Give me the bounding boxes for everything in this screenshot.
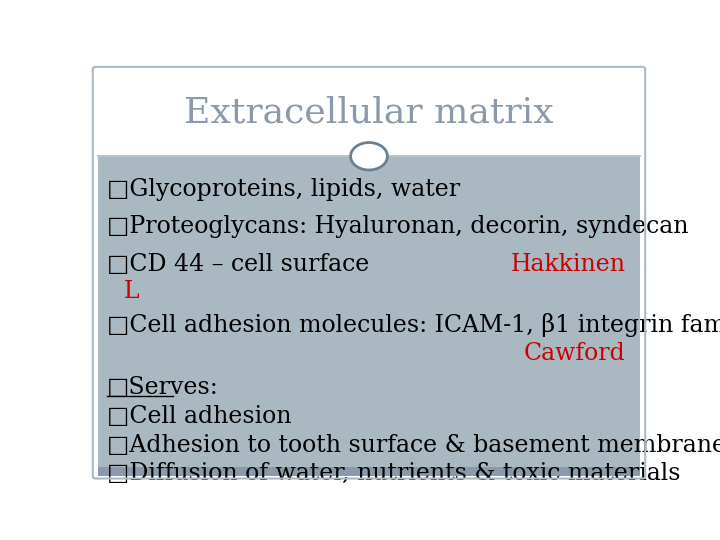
Text: □Adhesion to tooth surface & basement membrane: □Adhesion to tooth surface & basement me… <box>107 434 720 457</box>
Text: □Glycoproteins, lipids, water: □Glycoproteins, lipids, water <box>107 178 460 201</box>
Text: □Cell adhesion molecules: ICAM-1, β1 integrin family: □Cell adhesion molecules: ICAM-1, β1 int… <box>107 313 720 336</box>
Text: L: L <box>124 280 139 303</box>
Text: Hakkinen: Hakkinen <box>510 253 626 276</box>
Bar <box>99 157 639 468</box>
Text: □Diffusion of water, nutrients & toxic materials: □Diffusion of water, nutrients & toxic m… <box>107 462 680 484</box>
Bar <box>99 467 639 476</box>
Circle shape <box>351 143 387 170</box>
Text: Cawford: Cawford <box>524 342 626 365</box>
Text: □Cell adhesion: □Cell adhesion <box>107 404 291 428</box>
Text: □Serves:: □Serves: <box>107 375 218 399</box>
Text: □CD 44 – cell surface: □CD 44 – cell surface <box>107 253 369 276</box>
Text: Extracellular matrix: Extracellular matrix <box>184 96 554 130</box>
Text: □Proteoglycans: Hyaluronan, decorin, syndecan: □Proteoglycans: Hyaluronan, decorin, syn… <box>107 215 688 239</box>
